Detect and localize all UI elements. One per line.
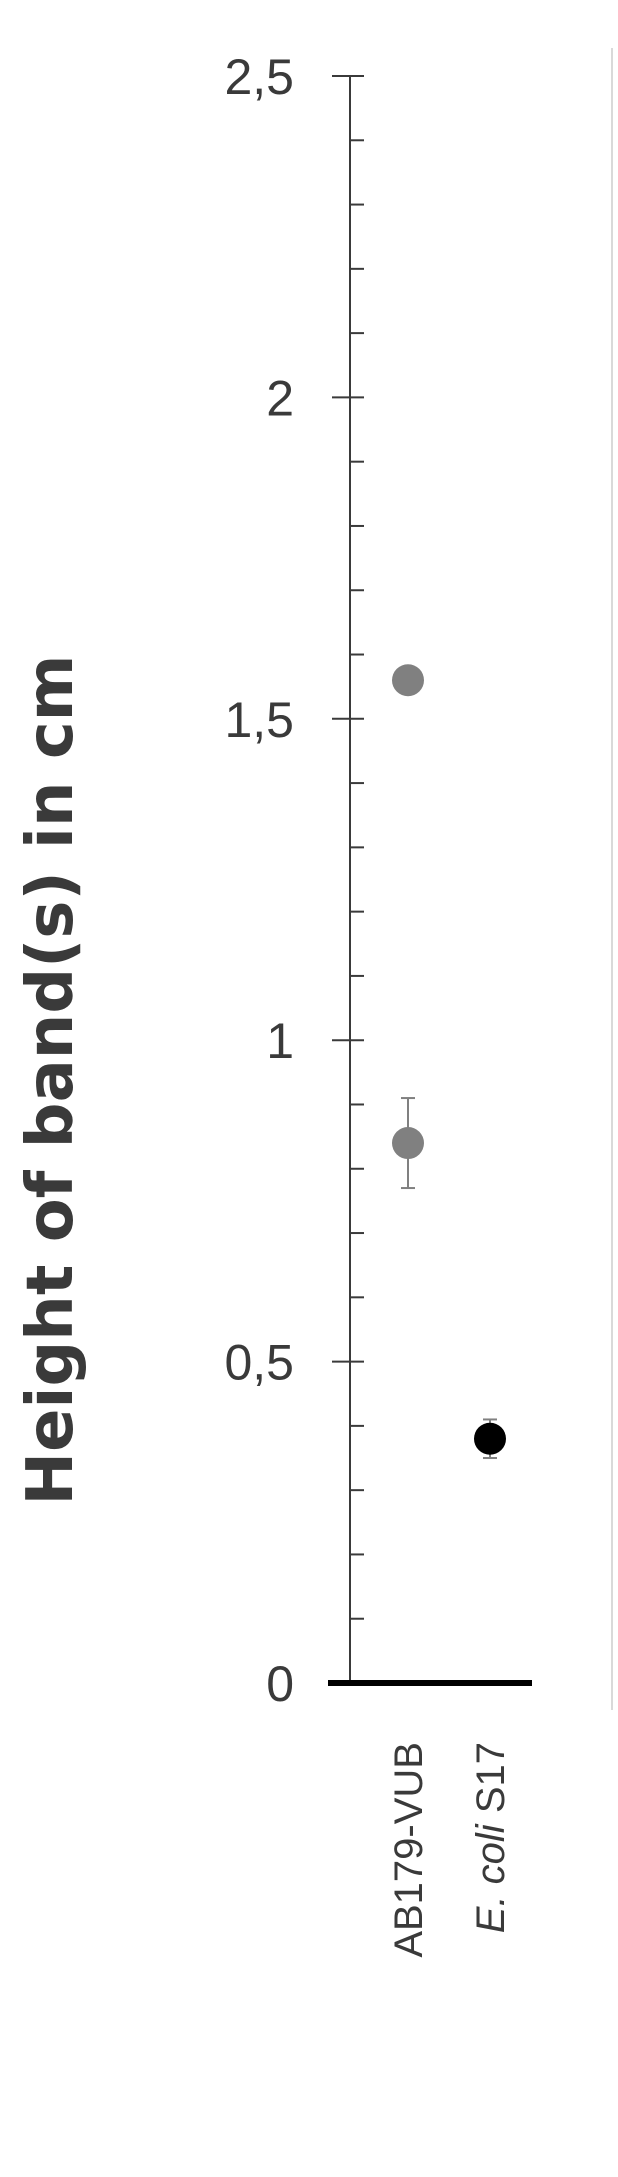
y-tick-label: 2,5 [224, 49, 294, 105]
data-point [474, 1422, 506, 1455]
category-label-rest-part: S17 [469, 1742, 513, 1824]
data-points [392, 664, 506, 1460]
y-tick-label: 1 [266, 1013, 294, 1069]
y-tick-label: 2 [266, 370, 294, 426]
data-point [392, 1127, 424, 1160]
x-category-label: E. coli S17 [469, 1742, 513, 1933]
data-point [392, 664, 424, 697]
y-tick-label: 0,5 [224, 1335, 294, 1391]
category-label-italic-part: E. coli [469, 1823, 513, 1933]
axes [328, 48, 613, 1710]
y-tick-label: 0 [266, 1656, 294, 1712]
y-axis-title: Height of band(s) in cm [14, 655, 88, 1506]
axis-labels: 0 0,5 1 1,5 2 2,5 Height of band(s) in cm AB179… [14, 49, 513, 1958]
y-tick-label: 1,5 [224, 692, 294, 748]
x-category-label: AB179-VUB [387, 1742, 431, 1958]
